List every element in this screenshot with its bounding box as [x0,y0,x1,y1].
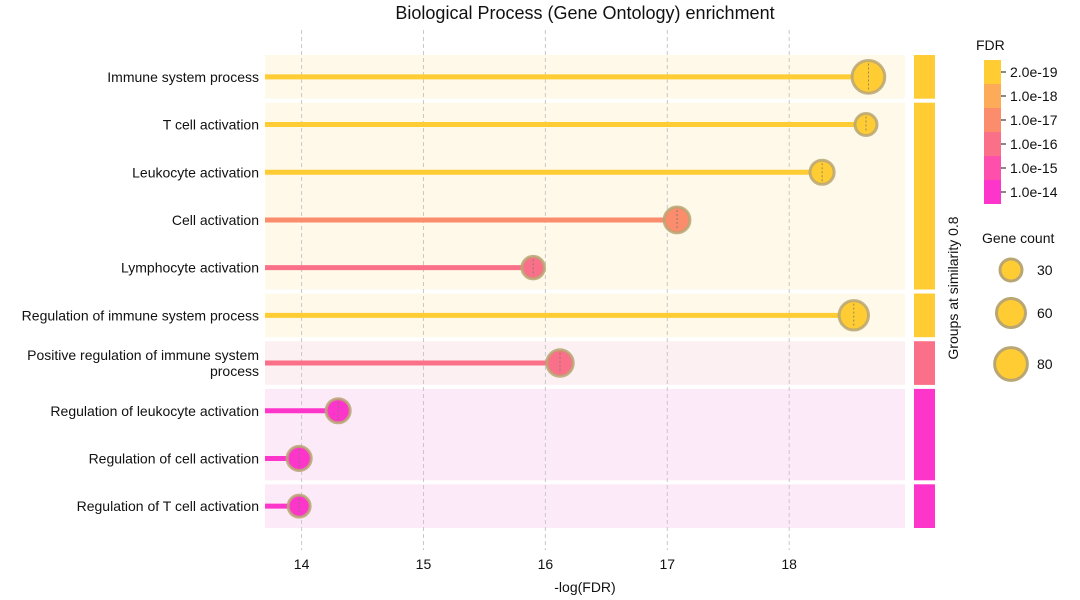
fdr-label: 1.0e-16 [1010,136,1058,152]
fdr-label: 1.0e-17 [1010,112,1058,128]
category-label: Positive regulation of immune system [27,347,259,363]
lollipop-dot [853,112,879,138]
x-tick-label: 14 [294,556,310,572]
gene-count-swatch [993,346,1029,382]
fdr-swatch [984,132,1001,156]
fdr-label: 2.0e-19 [1010,64,1058,80]
gene-count-swatch [994,296,1028,330]
category-label: Regulation of leukocyte activation [50,403,259,419]
fdr-label: 1.0e-14 [1010,184,1058,200]
category-label: Immune system process [107,69,259,85]
group-bar [914,55,935,99]
lollipop-dot [545,348,575,378]
lollipop-dots [285,58,887,519]
group-bars [914,55,935,528]
fdr-legend: FDR 2.0e-19 1.0e-18 1.0e-17 1.0e-16 1.0e-15 1… [976,37,1058,204]
gene-count-label: 80 [1037,356,1053,372]
x-tick-label: 15 [416,556,432,572]
fdr-legend-title: FDR [976,37,1005,53]
lollipop-dot [286,493,312,519]
fdr-swatch [984,60,1001,84]
group-bar [914,341,935,385]
category-label: Lymphocyte activation [121,260,259,276]
group-background [265,102,905,290]
group-bar [914,388,935,481]
category-label: T cell activation [163,117,259,133]
fdr-label: 1.0e-15 [1010,160,1058,176]
gridlines [301,30,790,550]
fdr-swatch [984,84,1001,108]
category-label: Regulation of immune system process [22,307,259,323]
fdr-swatch [984,108,1001,132]
group-bar [914,484,935,528]
group-background [265,484,905,528]
lollipop-dot [837,299,871,332]
gene-count-label: 60 [1037,305,1053,321]
x-tick-label: 16 [538,556,554,572]
fdr-label: 1.0e-18 [1010,88,1058,104]
gene-count-label: 30 [1037,262,1053,278]
gene-count-swatch [998,257,1024,283]
fdr-swatch [984,156,1001,180]
category-labels: Immune system process T cell activation Le… [22,69,259,514]
chart-title: Biological Process (Gene Ontology) enric… [395,3,774,23]
group-bar [914,293,935,338]
x-tick-label: 18 [781,556,797,572]
category-label: Regulation of cell activation [89,450,259,466]
lollipop-stems [265,74,869,509]
group-axis-title: Groups at similarity 0.8 [945,216,961,359]
group-bar [914,102,935,290]
gene-count-legend-title: Gene count [982,230,1054,246]
gene-count-legend: Gene count 30 60 80 [982,230,1054,382]
group-background [265,388,905,481]
category-label: process [210,363,259,379]
x-axis-title: -log(FDR) [554,579,615,595]
row-backgrounds [265,55,905,528]
x-tick-label: 17 [659,556,675,572]
category-label: Cell activation [172,212,259,228]
category-label: Leukocyte activation [132,164,259,180]
category-label: Regulation of T cell activation [77,498,259,514]
fdr-swatch [984,180,1001,204]
x-tick-labels: 14 15 16 17 18 [294,556,797,572]
